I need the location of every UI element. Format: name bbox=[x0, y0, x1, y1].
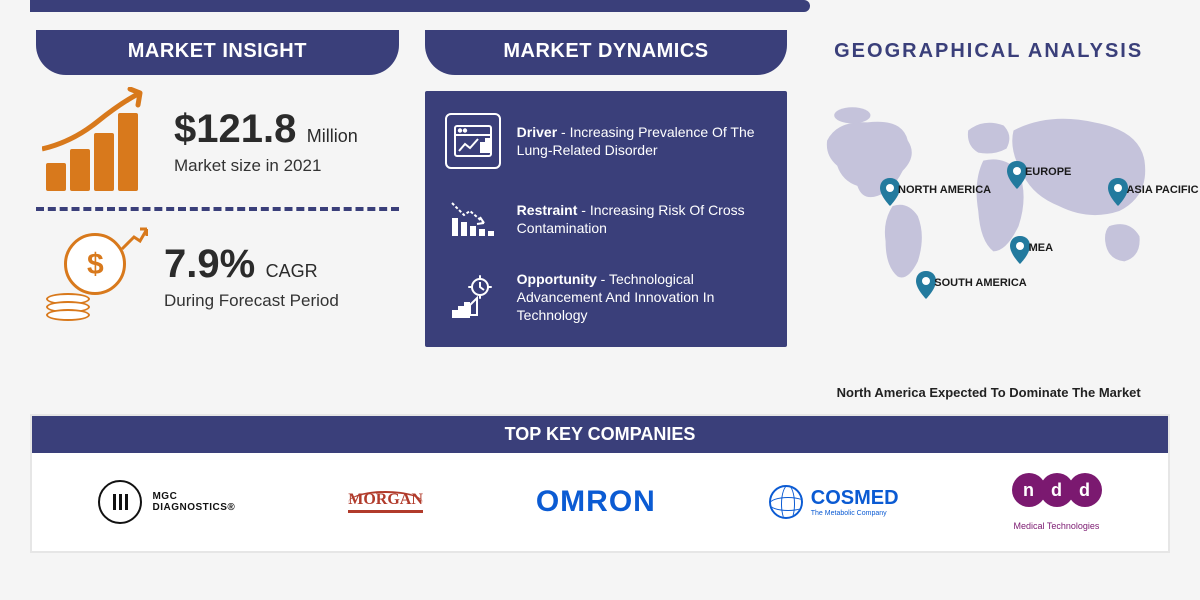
market-dynamics-column: MARKET DYNAMICS Driver - Increasing Prev… bbox=[425, 30, 788, 400]
market-size-block: $121.8 Million Market size in 2021 bbox=[46, 91, 399, 191]
market-size-unit: Million bbox=[307, 126, 358, 146]
cagr-caption: During Forecast Period bbox=[164, 291, 339, 311]
company-ndd: ndd Medical Technologies bbox=[1012, 473, 1102, 531]
cagr-block: 7.9% CAGR During Forecast Period bbox=[46, 231, 399, 321]
companies-row: MGC DIAGNOSTICS® MORGAN OMRON COSMED The… bbox=[32, 453, 1168, 551]
market-dynamics-header: MARKET DYNAMICS bbox=[425, 30, 788, 75]
dynamics-opportunity-title: Opportunity bbox=[517, 271, 597, 287]
map-label-south-america: SOUTH AMERICA bbox=[934, 277, 1026, 289]
ndd-balls-icon: ndd bbox=[1012, 473, 1102, 507]
cagr-text: 7.9% CAGR During Forecast Period bbox=[164, 242, 339, 311]
dynamics-driver-text: Driver - Increasing Prevalence Of The Lu… bbox=[517, 123, 768, 159]
map-label-asia-pacific: ASIA PACIFIC bbox=[1126, 184, 1198, 196]
dynamics-restraint-row: Restraint - Increasing Risk Of Cross Con… bbox=[445, 191, 768, 247]
company-mgc: MGC DIAGNOSTICS® bbox=[98, 480, 235, 524]
growth-bars-icon bbox=[46, 91, 156, 191]
cosmed-sub: The Metabolic Company bbox=[811, 510, 899, 517]
market-size-caption: Market size in 2021 bbox=[174, 156, 358, 176]
map-pin-north-america bbox=[880, 178, 900, 206]
geographical-column: GEOGRAPHICAL ANALYSIS NORTH AMERICA SOUTH… bbox=[807, 30, 1170, 400]
cosmed-logo: COSMED bbox=[811, 487, 899, 510]
ndd-letter: d bbox=[1068, 473, 1102, 507]
geographical-header: GEOGRAPHICAL ANALYSIS bbox=[807, 30, 1170, 75]
mgc-line1: MGC bbox=[152, 491, 177, 502]
map-pin-south-america bbox=[916, 271, 936, 299]
dynamics-restraint-title: Restraint bbox=[517, 202, 578, 218]
chart-dashboard-icon bbox=[445, 113, 501, 169]
dynamics-box: Driver - Increasing Prevalence Of The Lu… bbox=[425, 91, 788, 347]
company-morgan: MORGAN bbox=[348, 491, 423, 513]
map-pin-europe bbox=[1007, 161, 1027, 189]
mgc-line2: DIAGNOSTICS® bbox=[152, 502, 235, 513]
market-insight-column: MARKET INSIGHT $121.8 Million Market siz… bbox=[30, 30, 405, 400]
columns-row: MARKET INSIGHT $121.8 Million Market siz… bbox=[30, 30, 1170, 400]
omron-logo: OMRON bbox=[536, 485, 656, 519]
mgc-text: MGC DIAGNOSTICS® bbox=[152, 491, 235, 513]
morgan-logo: MORGAN bbox=[348, 491, 423, 513]
cagr-value: 7.9% bbox=[164, 242, 255, 286]
dynamics-driver-title: Driver bbox=[517, 124, 557, 140]
content: MARKET INSIGHT $121.8 Million Market siz… bbox=[0, 30, 1200, 400]
companies-section: TOP KEY COMPANIES MGC DIAGNOSTICS® MORGA… bbox=[30, 414, 1170, 553]
map-pin-mea bbox=[1010, 236, 1030, 264]
market-insight-header: MARKET INSIGHT bbox=[36, 30, 399, 75]
dashed-divider bbox=[36, 207, 399, 211]
map-label-mea: MEA bbox=[1029, 242, 1053, 254]
dynamics-driver-row: Driver - Increasing Prevalence Of The Lu… bbox=[445, 113, 768, 169]
report-title: GLOBAL PULMONARY FUNCTION TESTING SYSTEM… bbox=[30, 0, 810, 2]
cosmed-globe-icon bbox=[769, 485, 803, 519]
mgc-logo-icon bbox=[98, 480, 142, 524]
tech-hand-icon bbox=[445, 269, 501, 325]
company-cosmed: COSMED The Metabolic Company bbox=[769, 485, 899, 519]
company-omron: OMRON bbox=[536, 485, 656, 519]
cagr-unit: CAGR bbox=[266, 261, 318, 281]
market-size-value: $121.8 bbox=[174, 107, 296, 151]
cagr-coins-icon bbox=[46, 231, 146, 321]
dynamics-restraint-text: Restraint - Increasing Risk Of Cross Con… bbox=[517, 201, 768, 237]
decline-bars-icon bbox=[445, 191, 501, 247]
dynamics-opportunity-text: Opportunity - Technological Advancement … bbox=[517, 270, 768, 325]
world-map: NORTH AMERICASOUTH AMERICAEUROPEMEAASIA … bbox=[807, 91, 1170, 381]
map-label-north-america: NORTH AMERICA bbox=[898, 184, 991, 196]
map-pin-asia-pacific bbox=[1108, 178, 1128, 206]
map-label-europe: EUROPE bbox=[1025, 166, 1071, 178]
geographical-footer: North America Expected To Dominate The M… bbox=[807, 385, 1170, 400]
dynamics-opportunity-row: Opportunity - Technological Advancement … bbox=[445, 269, 768, 325]
market-size-text: $121.8 Million Market size in 2021 bbox=[174, 107, 358, 176]
ndd-sub: Medical Technologies bbox=[1014, 521, 1100, 531]
report-title-banner: GLOBAL PULMONARY FUNCTION TESTING SYSTEM… bbox=[30, 0, 810, 12]
companies-header: TOP KEY COMPANIES bbox=[32, 416, 1168, 453]
